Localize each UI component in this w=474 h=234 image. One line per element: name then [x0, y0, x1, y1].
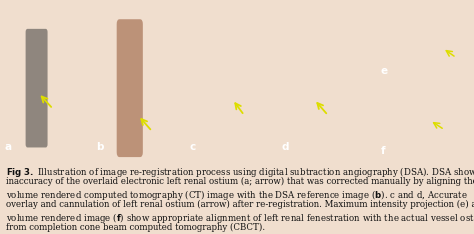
Text: volume rendered image ($\bf{f}$) show appropriate alignment of left renal fenest: volume rendered image ($\bf{f}$) show ap… — [6, 211, 474, 225]
FancyBboxPatch shape — [26, 29, 47, 147]
Text: inaccuracy of the overlaid electronic left renal ostium (a; arrow) that was corr: inaccuracy of the overlaid electronic le… — [6, 177, 474, 186]
Text: d: d — [281, 142, 289, 152]
Text: overlay and cannulation of left renal ostium (arrow) after re-registration. Maxi: overlay and cannulation of left renal os… — [6, 200, 474, 209]
Text: b: b — [96, 142, 104, 152]
Text: f: f — [381, 146, 385, 156]
Text: e: e — [381, 66, 388, 76]
Text: from completion cone beam computed tomography (CBCT).: from completion cone beam computed tomog… — [6, 223, 265, 232]
Text: volume rendered computed tomography (CT) image with the DSA reference image ($\b: volume rendered computed tomography (CT)… — [6, 188, 468, 202]
FancyBboxPatch shape — [117, 19, 143, 157]
Text: a: a — [5, 142, 12, 152]
Text: c: c — [190, 142, 196, 152]
Text: $\bf{Fig\ 3.}$ Illustration of image re-registration process using digital subtr: $\bf{Fig\ 3.}$ Illustration of image re-… — [6, 165, 474, 179]
